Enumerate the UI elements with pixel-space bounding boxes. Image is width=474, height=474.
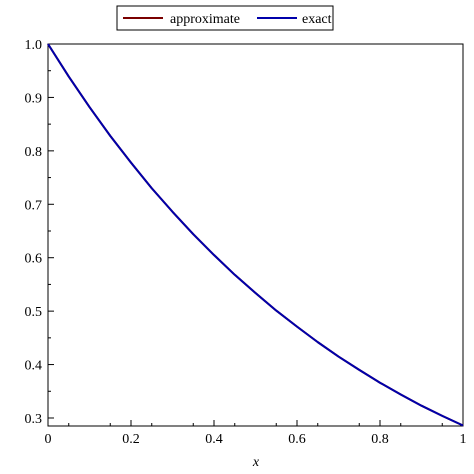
series-layer (47, 43, 464, 427)
x-axis: 0 0.2 0.4 0.6 0.8 1 (45, 420, 467, 447)
legend: approximate exact (116, 5, 334, 31)
y-tick-label: 0.7 (25, 198, 43, 213)
plot-frame (47, 43, 464, 427)
y-tick-label: 0.4 (25, 359, 43, 374)
y-tick-label: 1.0 (25, 38, 43, 53)
y-tick-label: 0.6 (25, 252, 43, 267)
x-tick-label: 0.4 (205, 432, 223, 447)
y-tick-label: 0.5 (25, 305, 43, 320)
y-axis: 0.3 0.4 0.5 0.6 0.7 0.8 0.9 1.0 (25, 38, 54, 427)
y-tick-label: 0.9 (25, 91, 43, 106)
y-tick-label: 0.8 (25, 145, 43, 160)
y-tick-label: 0.3 (25, 412, 43, 427)
x-tick-label: 0.2 (122, 432, 140, 447)
x-tick-label: 0.6 (288, 432, 306, 447)
x-tick-label: 0 (45, 432, 52, 447)
x-axis-label: x (252, 455, 260, 470)
legend-label-approximate: approximate (170, 12, 240, 27)
legend-label-exact: exact (302, 12, 332, 27)
x-tick-label: 1 (460, 432, 467, 447)
series-line-exact (47, 43, 464, 427)
x-tick-label: 0.8 (371, 432, 389, 447)
series-line-approximate (47, 43, 464, 427)
